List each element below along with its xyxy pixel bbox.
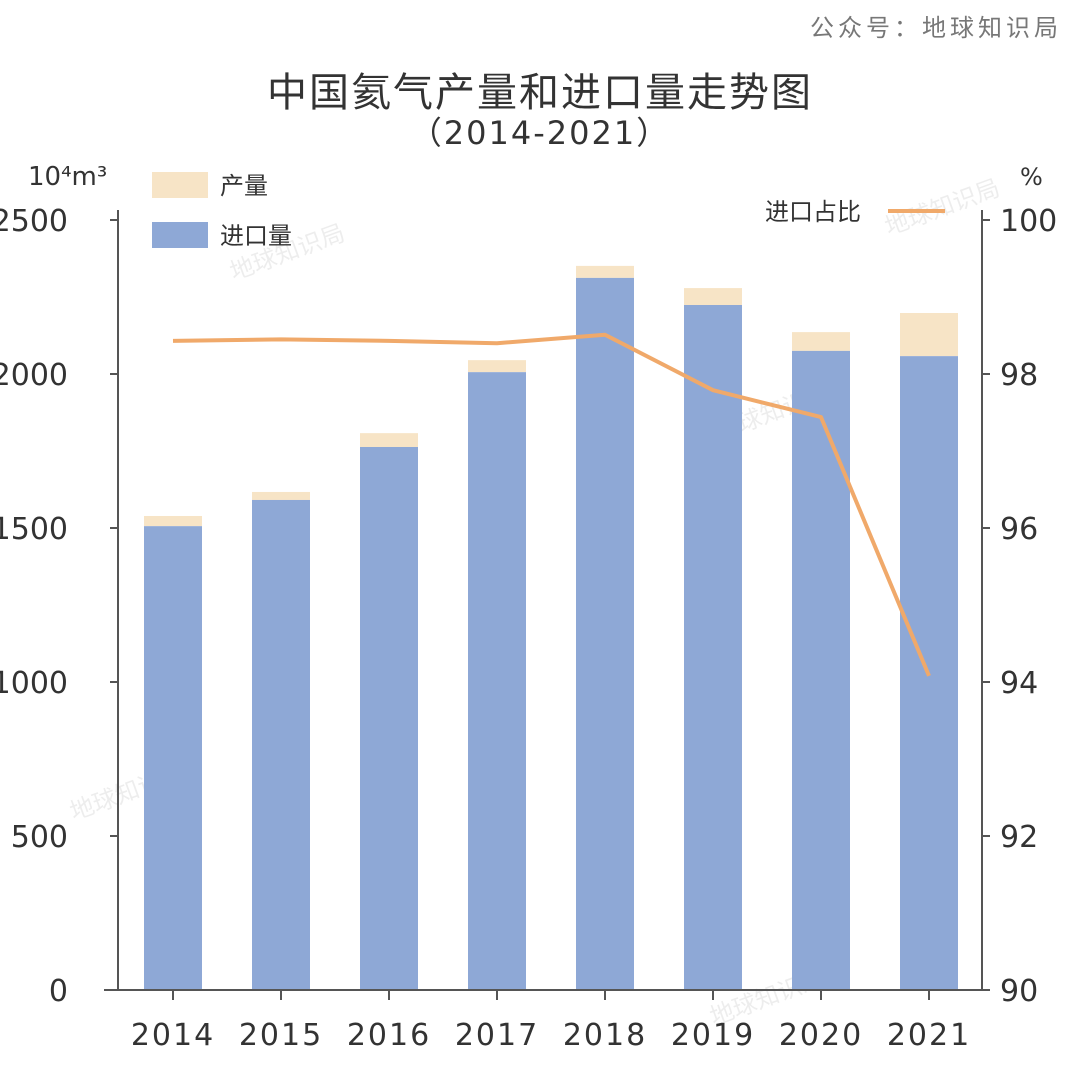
left-tick-label: 2500 [0,204,68,239]
left-axis-unit: 10⁴m³ [28,162,107,192]
right-tick-label: 98 [1000,358,1038,393]
x-tick-label: 2017 [455,1018,539,1053]
x-tick-label: 2018 [563,1018,647,1053]
right-tick-label: 90 [1000,974,1038,1009]
source-label: 公众号：地球知识局 [810,14,1062,42]
bar-import [468,372,526,991]
legend-label-share: 进口占比 [765,198,861,226]
bar-production [900,313,958,357]
x-tick-label: 2015 [239,1018,323,1053]
x-tick-label: 2021 [887,1018,971,1053]
line-import-share [172,332,931,677]
bar-production [144,515,202,527]
x-tick-label: 2020 [779,1018,863,1053]
right-tick-label: 94 [1000,666,1038,701]
right-tick-label: 92 [1000,820,1038,855]
left-tick-label: 2000 [0,358,68,393]
bar-import [576,277,634,990]
bar-production [360,433,418,447]
bar-import [360,446,418,991]
watermark: 地球知识局 [881,174,1003,241]
legend-label-import: 进口量 [220,222,292,250]
right-tick-label: 96 [1000,512,1038,547]
left-tick-label: 0 [49,974,68,1009]
left-tick-label: 1000 [0,666,68,701]
bar-production [792,332,850,351]
right-axis-unit: % [1020,163,1043,191]
legend-swatch-production [152,172,208,198]
bar-production [684,288,742,306]
left-tick-label: 500 [11,820,68,855]
left-tick-label: 1500 [0,512,68,547]
chart-subtitle: （2014-2021） [409,114,671,152]
right-tick-label: 100 [1000,204,1057,239]
x-tick-label: 2014 [131,1018,215,1053]
chart-title: 中国氦气产量和进口量走势图 [267,70,813,116]
bar-production [576,265,634,278]
bar-production [252,491,310,500]
legend-label-production: 产量 [220,172,268,200]
bar-import [792,350,850,990]
x-tick-label: 2019 [671,1018,755,1053]
bar-production [468,360,526,373]
x-tick-label: 2016 [347,1018,431,1053]
legend-swatch-import [152,222,208,248]
bar-import [684,305,742,990]
bar-import [252,499,310,990]
bar-import [144,526,202,990]
